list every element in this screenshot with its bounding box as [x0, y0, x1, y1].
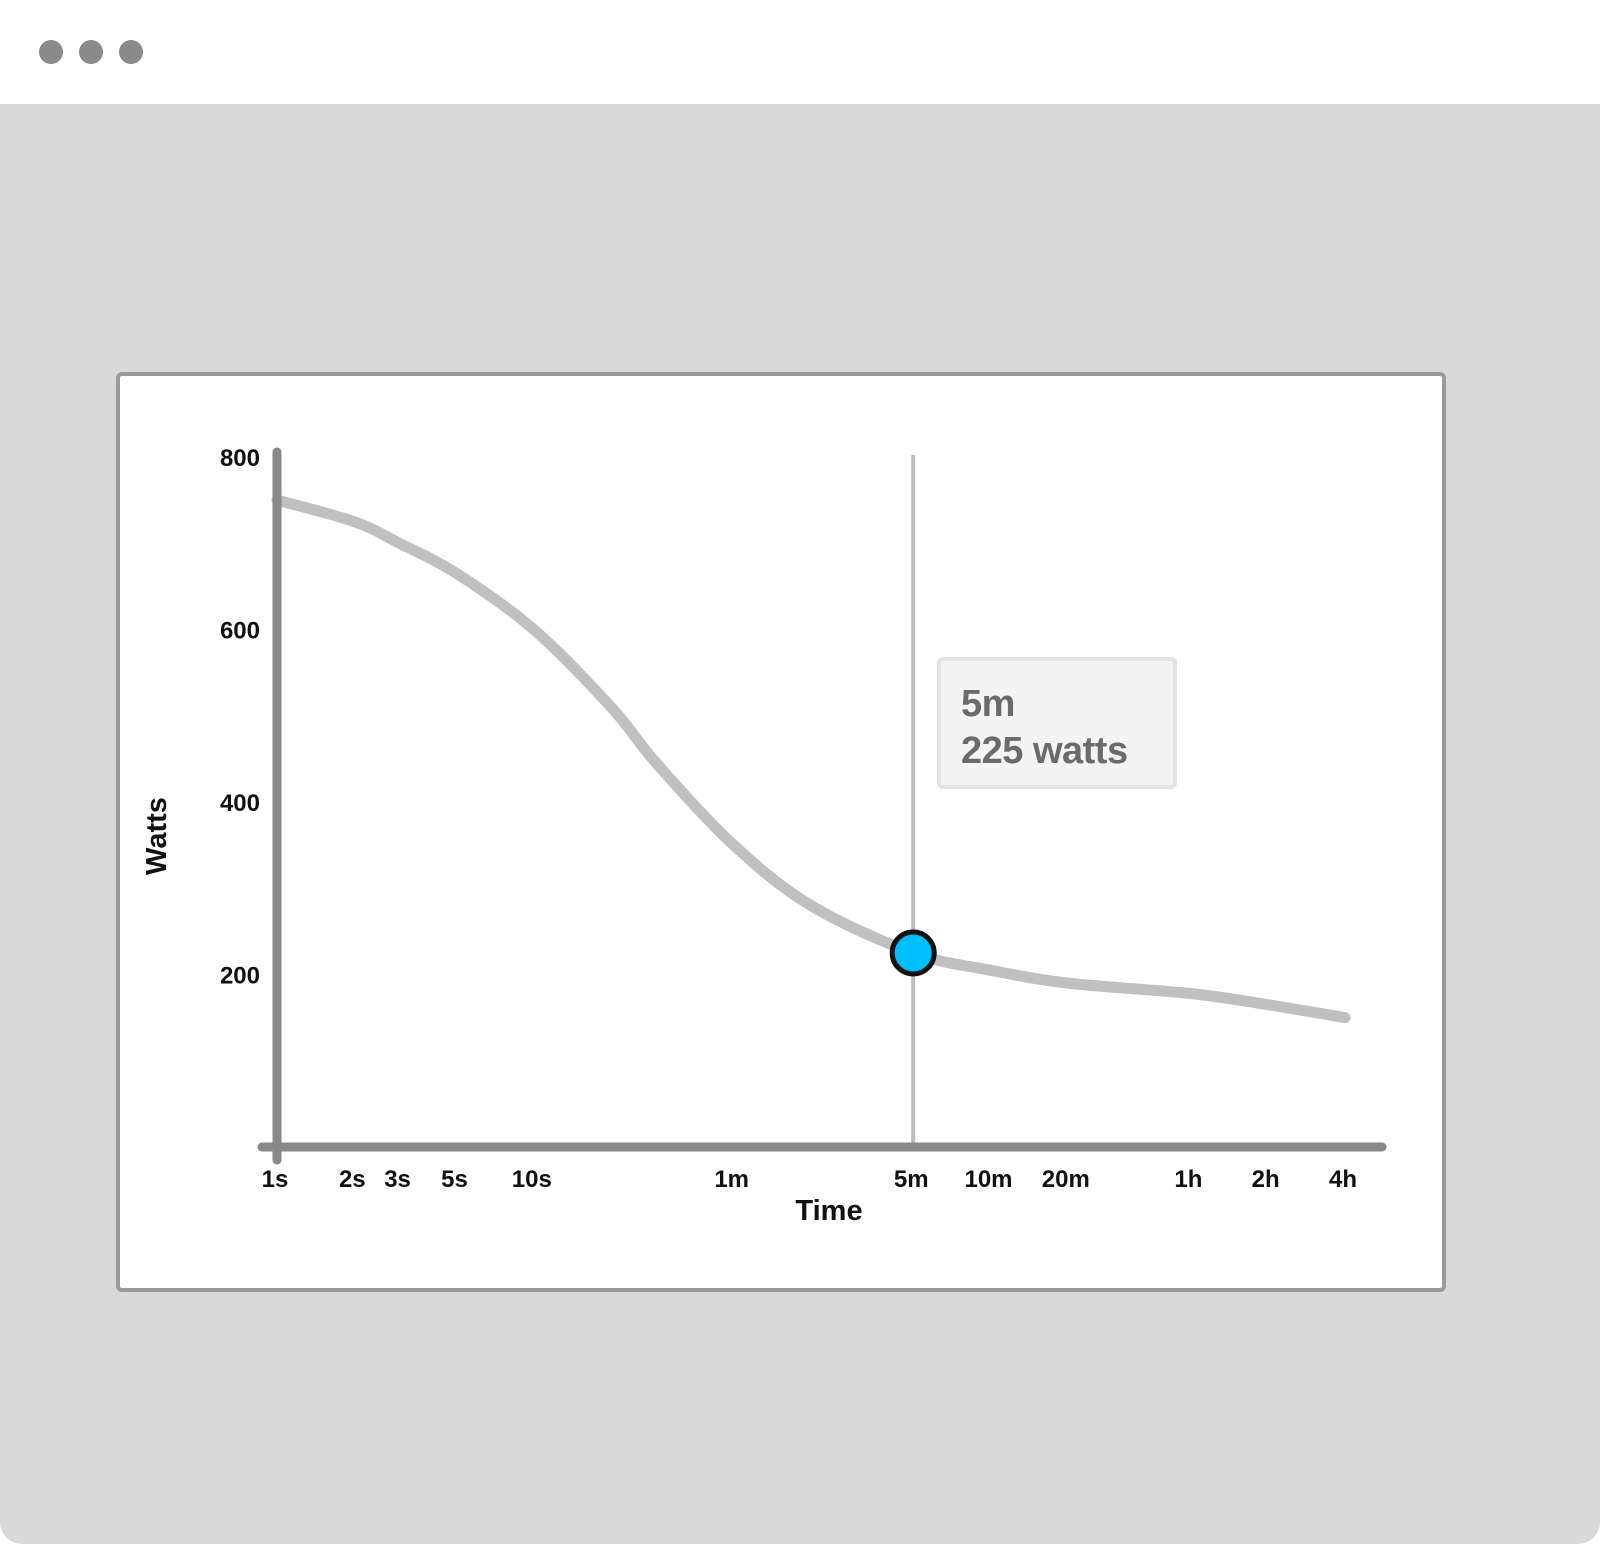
x-tick-label: 10m	[964, 1166, 1012, 1193]
value-tooltip: 5m 225 watts	[937, 657, 1177, 789]
y-tick-label: 600	[220, 618, 260, 645]
x-tick-label: 1h	[1174, 1166, 1202, 1193]
x-tick-label: 5s	[441, 1166, 468, 1193]
x-tick-label: 1m	[714, 1166, 749, 1193]
y-tick-label: 400	[220, 790, 260, 817]
title-bar	[0, 0, 1600, 104]
x-tick-label: 20m	[1042, 1166, 1090, 1193]
y-tick-label: 800	[220, 445, 260, 472]
window-control-dot-maximize[interactable]	[119, 40, 143, 64]
x-tick-label: 4h	[1329, 1166, 1357, 1193]
x-tick-label: 3s	[384, 1166, 411, 1193]
x-tick-label: 10s	[512, 1166, 552, 1193]
tooltip-time: 5m	[961, 683, 1015, 725]
x-tick-label: 2h	[1252, 1166, 1280, 1193]
window-control-dot-close[interactable]	[39, 40, 63, 64]
selected-point-marker[interactable]	[889, 929, 937, 977]
power-curve-chart-card	[116, 372, 1446, 1292]
y-tick-label: 200	[220, 963, 260, 990]
y-axis-title: Watts	[141, 797, 173, 875]
tooltip-value: 225 watts	[961, 730, 1128, 772]
x-tick-label: 5m	[894, 1166, 929, 1193]
x-tick-label: 2s	[339, 1166, 366, 1193]
power-curve-line	[271, 494, 1351, 1024]
window-control-dot-minimize[interactable]	[79, 40, 103, 64]
x-tick-label: 1s	[262, 1166, 289, 1193]
x-axis-title: Time	[795, 1195, 862, 1227]
